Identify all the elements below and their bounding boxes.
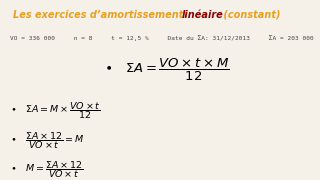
Text: Les exercices d’amortissement: Les exercices d’amortissement	[13, 10, 187, 20]
Text: $\bullet \quad M = \dfrac{\Sigma A \times 12}{VO \times t}$: $\bullet \quad M = \dfrac{\Sigma A \time…	[10, 159, 83, 180]
Text: $\bullet \quad \Sigma A = M \times \dfrac{VO \times t}{12}$: $\bullet \quad \Sigma A = M \times \dfra…	[10, 100, 100, 121]
Text: $\bullet \quad \Sigma A = \dfrac{VO \times t \times M}{12}$: $\bullet \quad \Sigma A = \dfrac{VO \tim…	[104, 57, 229, 83]
Text: $\bullet \quad \dfrac{\Sigma A \times 12}{VO \times t} = M$: $\bullet \quad \dfrac{\Sigma A \times 12…	[10, 130, 84, 151]
Text: VO = 336 000     n = 8     t = 12,5 %     Date du ΣA: 31/12/2013     ΣA = 203 00: VO = 336 000 n = 8 t = 12,5 % Date du ΣA…	[10, 35, 313, 41]
Text: linéaire: linéaire	[182, 10, 223, 20]
Text: (constant): (constant)	[220, 10, 280, 20]
